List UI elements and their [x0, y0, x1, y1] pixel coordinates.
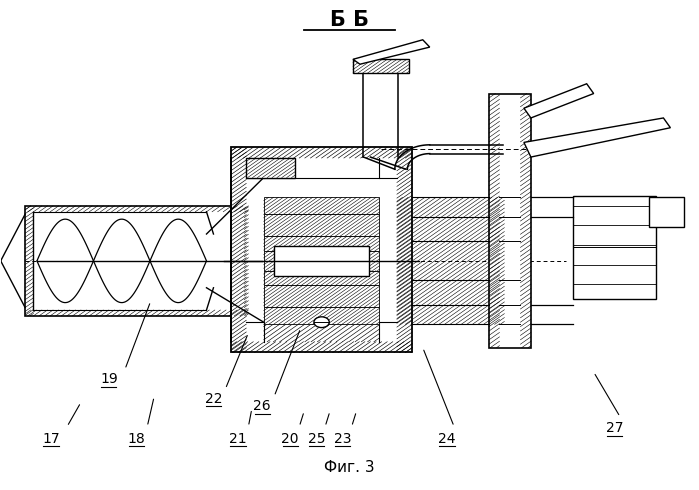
Bar — [264, 237, 380, 251]
Text: 27: 27 — [606, 421, 624, 435]
Bar — [264, 251, 380, 270]
Bar — [572, 196, 656, 299]
Bar — [489, 94, 531, 347]
Bar — [231, 147, 412, 352]
Bar — [264, 197, 380, 215]
Polygon shape — [524, 84, 593, 118]
Text: 21: 21 — [229, 432, 247, 445]
Polygon shape — [649, 197, 684, 227]
Text: 19: 19 — [100, 372, 117, 386]
Text: 24: 24 — [438, 432, 456, 445]
Text: Фиг. 3: Фиг. 3 — [324, 460, 375, 475]
Text: 25: 25 — [308, 432, 326, 445]
Bar — [264, 215, 380, 237]
Text: 18: 18 — [128, 432, 145, 445]
Bar — [25, 206, 248, 316]
Bar — [264, 307, 380, 324]
Text: 20: 20 — [282, 432, 299, 445]
Polygon shape — [353, 40, 430, 64]
Circle shape — [314, 317, 329, 328]
Text: 17: 17 — [42, 432, 59, 445]
Bar — [353, 59, 409, 73]
Bar — [264, 270, 380, 285]
Bar — [264, 285, 380, 307]
Bar — [246, 158, 295, 177]
Text: Б Б: Б Б — [330, 10, 369, 30]
Polygon shape — [524, 118, 670, 157]
Text: 22: 22 — [205, 392, 222, 406]
Text: 26: 26 — [254, 399, 271, 413]
Text: 23: 23 — [334, 432, 352, 445]
Bar — [274, 246, 369, 275]
